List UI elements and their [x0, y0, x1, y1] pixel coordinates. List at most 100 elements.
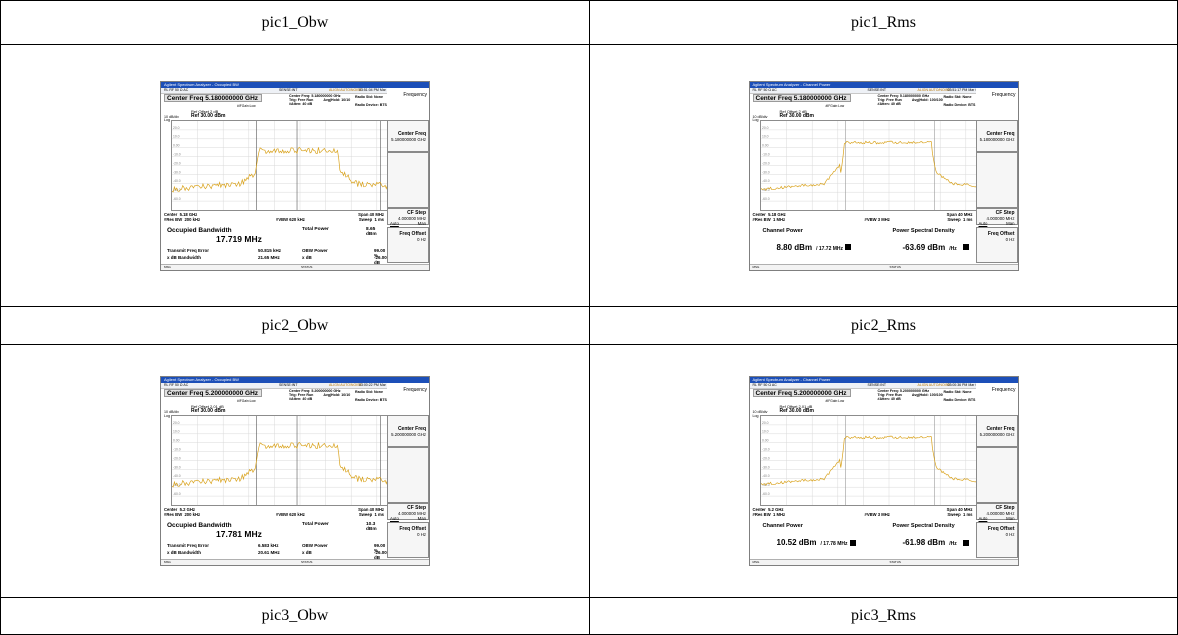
avg-hold-info: Avg|Hold: 100/100: [911, 97, 943, 102]
spectrum-plot: 20.0 10.0 0.00 -10.0 -20.0 -30.0 -40.0 -50.0 -60…: [759, 119, 1018, 211]
analyzer-screenshot-pic1-obw: Agilent Spectrum Analyzer - Occupied BW R…: [160, 80, 430, 271]
vbw: #VBW 620 kHz: [276, 216, 305, 222]
softkey-man: Man: [417, 220, 426, 226]
softkey-cf-step[interactable]: CF Step 4.000000 MHz Auto Man: [975, 207, 1018, 226]
scale-log: Log: [752, 118, 759, 123]
status-sense: SENSE:INT: [867, 87, 886, 92]
softkey-freq-offset-value: 0 Hz: [417, 236, 426, 242]
softkey-auto-man: Auto Man: [388, 516, 426, 521]
softkey-center-freq[interactable]: Center Freq 5.200000000 GHz: [387, 415, 429, 447]
center-freq-axis: Center 5.2 GHz: [752, 507, 784, 512]
softkey-center-freq[interactable]: Center Freq 5.180000000 GHz: [975, 119, 1018, 152]
message-status-line: MSG STATUS: [749, 559, 1018, 565]
tfe-value: 6.583 kHz: [258, 543, 279, 548]
softkey-center-freq-value: 5.200000000 GHz: [391, 432, 426, 437]
color-swatch-icon: [962, 244, 969, 251]
y-tick-label: -10.0: [761, 448, 769, 452]
channel-power-value: 10.52 dBm: [776, 538, 817, 547]
trig-row: Trig: Free Run Avg|Hold: 10/10: [289, 393, 350, 397]
y-tick-label: 0.00: [173, 143, 180, 147]
softkey-cf-step[interactable]: CF Step 4.000000 MHz Auto Man: [975, 503, 1018, 521]
message-status-line: MSG STATUS: [161, 263, 429, 270]
softkey-blank: [975, 151, 1018, 208]
measurement-results: Occupied Bandwidth 17.719 MHz Total Power 8…: [164, 225, 387, 268]
softkey-freq-offset[interactable]: Freq Offset 0 Hz: [387, 226, 429, 263]
status-label: STATUS: [889, 264, 901, 269]
softkey-frequency-label: Frequency: [403, 387, 427, 393]
color-swatch-icon: [962, 539, 969, 546]
softkey-frequency-label: Frequency: [403, 91, 427, 98]
sweep: Sweep 1 ms: [947, 512, 973, 517]
scale-div: 10 dB/div: [752, 410, 768, 414]
softkey-cf-step-label: CF Step: [407, 505, 426, 511]
scale-div: 10 dB/div: [164, 114, 179, 119]
center-freq-axis: Center 5.2 GHz: [164, 507, 195, 512]
xdb-value: -26.00 dB: [374, 254, 387, 265]
measurement-results: Channel Power Power Spectral Density 8.80 …: [753, 225, 973, 268]
y-tick-label: -10.0: [173, 152, 181, 156]
status-label: STATUS: [889, 560, 901, 564]
center-freq-field[interactable]: Center Freq 5.180000000 GHz: [164, 93, 262, 102]
softkey-center-freq-label: Center Freq: [397, 426, 426, 432]
if-gain-label: #IFGain:Low: [237, 103, 256, 108]
xdb-bw-label: x dB Bandwidth: [167, 254, 201, 260]
trig-info: Trig: Free Run: [877, 393, 902, 398]
center-freq-field[interactable]: Center Freq 5.180000000 GHz: [752, 93, 851, 102]
radio-device: Radio Device: BTS: [943, 398, 976, 403]
y-tick-label: -60.0: [173, 492, 181, 496]
y-tick-label: 20.0: [761, 125, 768, 129]
y-tick-label: 0.00: [761, 143, 768, 147]
xdb-bw-value: 20.61 MHz: [258, 550, 280, 555]
atten-info: #Atten: 40 dB: [289, 101, 313, 106]
status-time: 03:00:22 PM Mar 06, 2023: [359, 383, 401, 387]
center-freq-info: Center Freq: 5.180000000 GHz: [289, 93, 341, 98]
softkey-freq-offset[interactable]: Freq Offset 0 Hz: [975, 522, 1018, 558]
psd-unit: /Hz: [949, 541, 957, 547]
softkey-freq-offset[interactable]: Freq Offset 0 Hz: [387, 522, 429, 558]
softkey-freq-offset[interactable]: Freq Offset 0 Hz: [975, 226, 1018, 263]
y-tick-label: 0.00: [761, 439, 768, 443]
center-freq-field[interactable]: Center Freq 5.200000000 GHz: [164, 389, 262, 397]
softkey-freq-offset-label: Freq Offset: [399, 526, 426, 532]
softkey-center-freq[interactable]: Center Freq 5.200000000 GHz: [975, 415, 1018, 447]
softkey-frequency[interactable]: Frequency: [387, 87, 429, 118]
softkey-center-freq-value: 5.180000000 GHz: [391, 136, 426, 142]
softkey-cf-step[interactable]: CF Step 4.000000 MHz Auto Man: [387, 207, 429, 226]
spectrum-trace: [172, 441, 428, 488]
softkey-frequency[interactable]: Frequency: [975, 383, 1018, 413]
softkey-center-freq-value: 5.180000000 GHz: [979, 136, 1015, 142]
tfe-label: Transmit Freq Error: [167, 543, 210, 548]
softkey-cf-step-value: 4.000000 MHz: [986, 511, 1015, 516]
center-freq-field[interactable]: Center Freq 5.200000000 GHz: [752, 389, 851, 397]
softkey-man: Man: [1006, 220, 1015, 226]
status-label: STATUS: [301, 560, 313, 564]
softkey-frequency-label: Frequency: [991, 91, 1016, 98]
status-left: RL RF 50 Ω AC: [752, 383, 777, 387]
window-title: Agilent Spectrum Analyzer - Occupied BW: [161, 81, 429, 88]
msg-label: MSG: [752, 560, 760, 564]
softkey-auto-man: Auto Man: [977, 221, 1015, 226]
softkey-blank: [387, 447, 429, 503]
channel-power-label: Channel Power: [762, 227, 803, 234]
msg-label: MSG: [752, 264, 760, 269]
image-row-2: Agilent Spectrum Analyzer - Occupied BW R…: [0, 344, 1178, 597]
softkey-cf-step[interactable]: CF Step 4.000000 MHz Auto Man: [387, 503, 429, 521]
psd-readout: -63.69 dBm/Hz: [903, 243, 969, 252]
softkey-frequency[interactable]: Frequency: [387, 383, 429, 413]
channel-bw-value: / 17.72 MHz: [816, 245, 844, 252]
ref-offset-block: Ref Offset 2 dB Ref 30.00 dBm: [780, 109, 814, 119]
radio-std: Radio Std: None: [355, 390, 383, 394]
softkey-blank: [975, 447, 1018, 503]
xdb-bw-label: x dB Bandwidth: [167, 550, 201, 555]
softkey-cf-step-label: CF Step: [995, 209, 1015, 216]
softkey-center-freq[interactable]: Center Freq 5.180000000 GHz: [387, 119, 429, 152]
span: Span 40 MHz: [946, 211, 973, 217]
avg-hold-info: Avg|Hold: 10/10: [323, 393, 351, 398]
measurement-results: Channel Power Power Spectral Density 10.52…: [753, 520, 973, 563]
vbw: #VBW 3 MHz: [864, 512, 890, 517]
softkey-auto-man: Auto Man: [388, 221, 426, 226]
softkey-frequency[interactable]: Frequency: [975, 87, 1018, 118]
y-tick-label: -20.0: [173, 456, 181, 460]
softkey-cf-step-label: CF Step: [995, 505, 1015, 511]
